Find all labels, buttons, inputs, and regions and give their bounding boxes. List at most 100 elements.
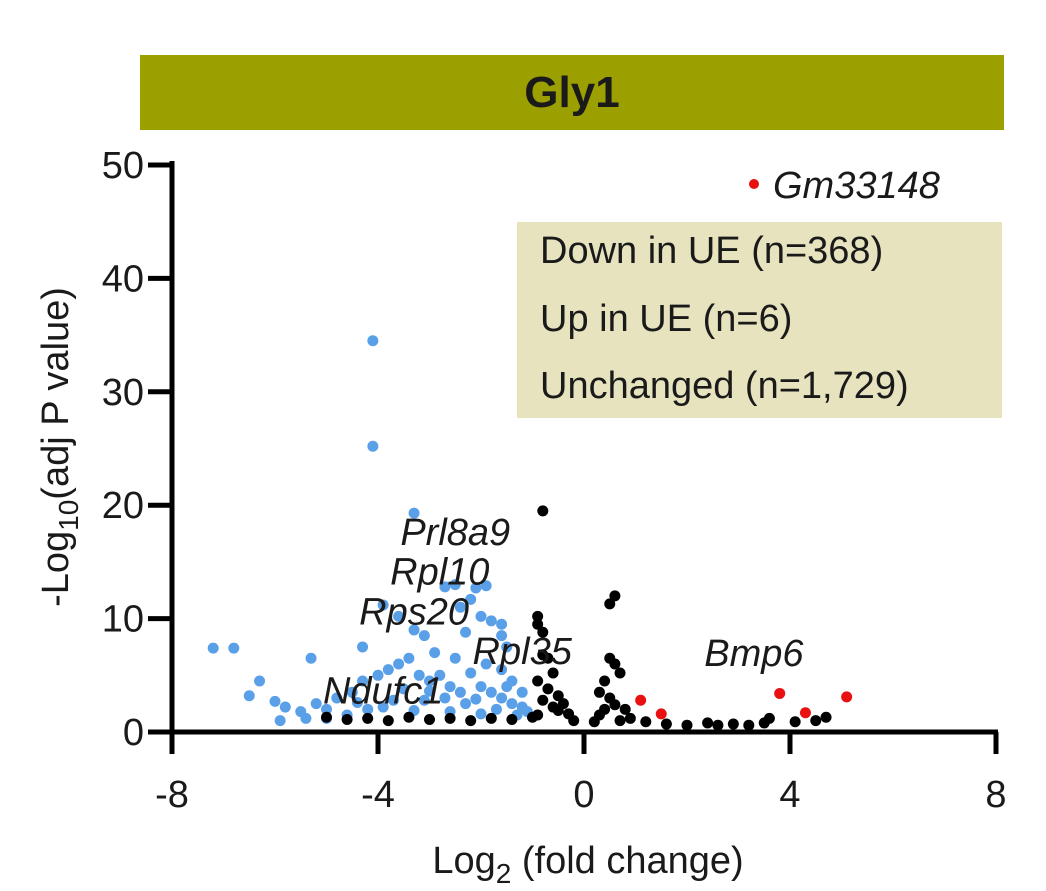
data-point — [599, 675, 611, 687]
data-point — [460, 626, 472, 638]
data-point — [485, 615, 497, 627]
data-point — [439, 692, 451, 704]
gene-label: Rpl10 — [390, 552, 489, 594]
gene-label: Rpl35 — [473, 631, 573, 673]
y-tick-label: 20 — [102, 485, 144, 527]
data-point — [660, 718, 672, 730]
data-point — [810, 715, 822, 727]
y-tick-label: 40 — [102, 258, 144, 300]
legend-unchanged: Unchanged (n=1,729) — [540, 365, 909, 407]
data-point — [279, 701, 291, 713]
legend-up: Up in UE (n=6) — [540, 298, 793, 340]
data-point — [501, 681, 513, 693]
data-point — [408, 507, 420, 519]
data-point — [382, 664, 394, 676]
data-points — [207, 335, 853, 731]
data-point — [635, 694, 647, 706]
y-tick-label: 30 — [102, 372, 144, 414]
data-point — [470, 693, 482, 705]
data-point — [321, 711, 332, 723]
data-point — [712, 719, 724, 731]
data-point — [413, 669, 425, 681]
data-point — [398, 683, 410, 695]
data-point — [393, 610, 405, 622]
legend-box: Down in UE (n=368) Up in UE (n=6) Unchan… — [517, 222, 1002, 418]
data-point — [480, 580, 492, 592]
data-point — [496, 692, 508, 704]
data-point — [532, 610, 544, 622]
data-point — [372, 669, 384, 681]
legend-down: Down in UE (n=368) — [540, 230, 884, 272]
gene-label: Prl8a9 — [400, 512, 510, 554]
data-point — [727, 718, 739, 730]
data-point — [377, 599, 389, 611]
data-point — [532, 675, 544, 687]
data-point — [475, 681, 487, 693]
data-point — [382, 715, 394, 727]
data-point — [207, 642, 219, 654]
data-point — [243, 690, 255, 702]
data-point — [454, 686, 466, 698]
data-point — [408, 624, 420, 636]
data-point — [470, 582, 482, 594]
data-point — [269, 695, 281, 707]
data-point — [475, 708, 487, 720]
data-point — [300, 712, 312, 724]
data-point — [465, 593, 477, 605]
x-axis-title: Log2 (fold change) — [432, 840, 743, 889]
x-tick-label: -8 — [155, 774, 189, 816]
x-tick-label: -4 — [361, 774, 395, 816]
data-point — [424, 685, 435, 697]
data-point — [490, 703, 502, 715]
data-point — [542, 683, 554, 695]
data-point — [614, 667, 626, 679]
y-tick-label: 0 — [123, 712, 144, 754]
data-point — [351, 697, 363, 709]
data-point — [820, 711, 832, 723]
data-point — [655, 708, 667, 720]
data-point — [588, 716, 600, 728]
chart-title-bar: Gly1 — [140, 55, 1004, 130]
data-point — [485, 712, 497, 724]
data-point — [547, 667, 559, 679]
chart-title: Gly1 — [524, 67, 620, 117]
data-point — [506, 698, 518, 710]
data-point — [377, 701, 389, 713]
data-point — [774, 687, 786, 699]
data-point — [506, 714, 518, 726]
data-point — [485, 686, 497, 698]
gene-label: Ndufc1 — [323, 671, 443, 713]
x-tick-label: 0 — [573, 774, 594, 816]
data-point — [449, 652, 461, 664]
data-point — [480, 658, 492, 670]
data-point — [496, 630, 508, 642]
data-point — [841, 691, 853, 703]
data-point — [331, 692, 343, 704]
axes: 0 10 20 30 40 50 -8 -4 0 4 8 — [102, 145, 1007, 816]
data-point — [429, 647, 441, 659]
data-point — [609, 658, 621, 670]
y-tick-label: 10 — [102, 599, 144, 641]
data-point — [681, 719, 693, 731]
data-point — [702, 717, 714, 729]
data-point — [532, 618, 544, 630]
data-point — [465, 667, 477, 679]
data-point — [568, 715, 580, 727]
data-point — [604, 598, 616, 610]
data-point — [552, 704, 564, 716]
data-point — [274, 715, 286, 727]
data-point — [460, 698, 472, 710]
data-point — [228, 642, 240, 654]
x-tick-label: 4 — [779, 774, 800, 816]
data-point — [341, 714, 353, 726]
data-point — [496, 664, 508, 676]
data-point — [424, 714, 435, 726]
data-point — [310, 698, 322, 710]
data-point — [367, 335, 379, 347]
data-point — [552, 690, 564, 702]
data-point — [640, 716, 652, 728]
data-point — [305, 652, 317, 664]
data-point — [763, 712, 775, 724]
data-point — [593, 686, 605, 698]
